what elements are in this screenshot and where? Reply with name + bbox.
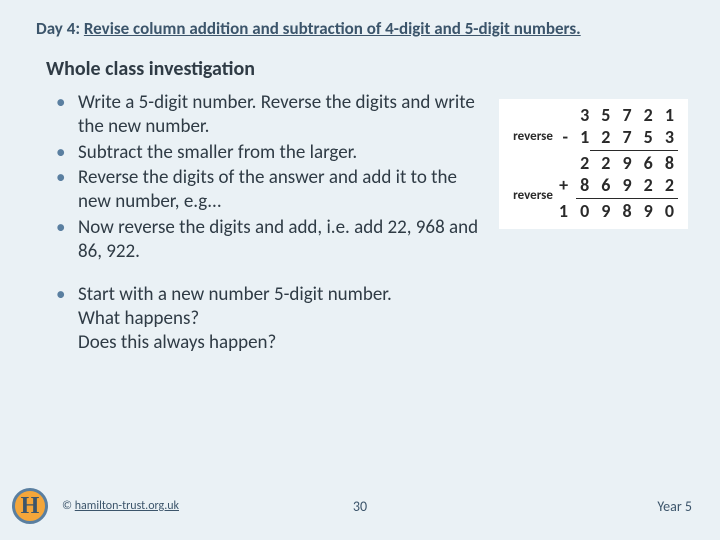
day-heading: Revise column addition and subtraction o…: [84, 18, 581, 39]
list-item: Write a 5-digit number. Reverse the digi…: [56, 91, 491, 139]
worked-example: reverse reverse 3 5 7 2 1 - 1 2 7 5 3 2 …: [499, 99, 688, 229]
reverse-label: reverse: [505, 129, 553, 144]
logo-icon: H: [12, 488, 48, 524]
section-title: Whole class investigation: [46, 57, 688, 81]
day-prefix: Day 4:: [36, 18, 80, 39]
copyright-prefix: ©: [62, 499, 75, 513]
math-row: 3 5 7 2 1: [580, 105, 678, 127]
day-title: Day 4: Revise column addition and subtra…: [36, 18, 688, 39]
list-item: Start with a new number 5-digit number. …: [56, 283, 491, 354]
rule-line: [576, 198, 678, 199]
copyright-link[interactable]: hamilton-trust.org.uk: [75, 499, 179, 513]
footer: H © hamilton-trust.org.uk 30 Year 5: [0, 488, 720, 524]
reverse-label: reverse: [505, 188, 553, 203]
list-item: Reverse the digits of the answer and add…: [56, 166, 491, 214]
page-number: 30: [353, 498, 367, 515]
math-row: 2 2 9 6 8: [580, 153, 678, 175]
rule-line: [590, 150, 678, 151]
copyright: © hamilton-trust.org.uk: [62, 499, 179, 513]
math-row: + 8 6 9 2 2: [559, 175, 678, 197]
math-row: - 1 2 7 5 3: [563, 127, 678, 149]
year-label: Year 5: [657, 498, 692, 515]
math-row: 1 0 9 8 9 0: [559, 201, 678, 223]
list-item: Subtract the smaller from the larger.: [56, 141, 491, 165]
list-item: Now reverse the digits and add, i.e. add…: [56, 216, 491, 264]
bullet-list: Write a 5-digit number. Reverse the digi…: [36, 91, 499, 357]
